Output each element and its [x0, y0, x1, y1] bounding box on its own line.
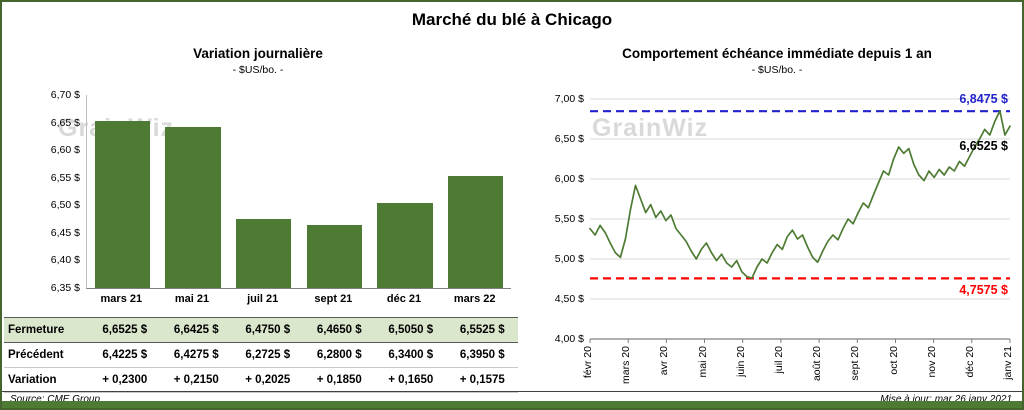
y-axis-label: 6,40 $: [50, 254, 80, 267]
x-axis-label: janv 21: [1002, 346, 1014, 380]
bar-chart-plot: [86, 95, 511, 289]
y-axis-label: 7,00 $: [554, 93, 584, 105]
table-cell: + 0,1575: [459, 374, 505, 386]
bar: [94, 121, 150, 288]
x-axis-label: mars 22: [453, 293, 496, 305]
table-cell: 6,3400 $: [388, 349, 434, 361]
low-label: 4,7575 $: [959, 283, 1008, 298]
table-row: Précédent 6,4225 $ 6,4275 $ 6,2725 $ 6,2800 …: [4, 343, 518, 368]
x-axis-label: févr 20: [582, 346, 594, 379]
bar: [236, 219, 292, 288]
row-label: Précédent: [8, 349, 64, 361]
x-axis-label: mai 20: [696, 346, 709, 378]
footer-divider: [2, 391, 1022, 392]
y-axis-label: 5,50 $: [554, 213, 584, 225]
line-chart-y-axis: 7,00 $ 6,50 $ 6,00 $ 5,50 $ 5,00 $ 4,50 $ 4,00…: [538, 93, 586, 345]
price-table-body: Fermeture 6,6525 $ 6,6425 $ 6,4750 $ 6,4650 …: [4, 317, 518, 393]
x-axis-label: juil 21: [247, 293, 279, 305]
x-axis-label: août 20: [811, 346, 824, 382]
y-axis-label: 6,50 $: [50, 199, 80, 212]
bar: [377, 202, 433, 288]
x-axis-label: avr 20: [658, 346, 671, 376]
price-table: Fermeture 6,6525 $ 6,6425 $ 6,4750 $ 6,4650 …: [4, 317, 518, 393]
y-axis-label: 4,00 $: [554, 333, 584, 345]
bar-chart-x-axis: mars 21 mai 21 juil 21 sept 21 déc 21 mars 22: [86, 293, 510, 305]
bar-slot: [440, 95, 511, 288]
x-axis-label: déc 21: [386, 293, 422, 305]
page-title: Marché du blé à Chicago: [411, 10, 613, 29]
x-axis-label: mars 20: [620, 346, 633, 384]
grainwiz-watermark: GrainWiz: [592, 114, 709, 142]
row-label: Fermeture: [8, 324, 65, 336]
y-axis-label: 6,45 $: [50, 226, 80, 239]
bar-slot: [228, 95, 299, 288]
x-axis-label: sept 20: [849, 346, 862, 381]
bar-chart-title: Variation journalière: [193, 46, 323, 61]
x-axis-label: sept 21: [314, 293, 353, 305]
table-cell: + 0,2025: [245, 374, 291, 386]
table-cell: 6,3950 $: [459, 349, 505, 361]
bar-slot: [87, 95, 158, 288]
price-line: [589, 110, 1011, 280]
last-price-label: 6,6525 $: [959, 138, 1008, 153]
table-cell: 6,2725 $: [245, 349, 291, 361]
table-row: Fermeture 6,6525 $ 6,6425 $ 6,4750 $ 6,4650 …: [4, 317, 518, 343]
row-label: Variation: [8, 374, 57, 386]
bar-series: [87, 95, 511, 288]
y-axis-label: 6,50 $: [554, 133, 584, 145]
line-chart-svg: [589, 98, 1011, 343]
table-cell: + 0,1850: [316, 374, 362, 386]
table-cell: + 0,2300: [102, 374, 148, 386]
x-axis-label: nov 20: [925, 346, 938, 378]
bar-chart-subtitle: - $US/bo. -: [232, 64, 284, 76]
x-axis-label: mai 21: [174, 293, 210, 305]
y-axis-label: 4,50 $: [554, 293, 584, 305]
table-cell: 6,4650 $: [316, 324, 362, 336]
table-cell: 6,4275 $: [173, 349, 219, 361]
table-cell: + 0,2150: [173, 374, 219, 386]
table-cell: 6,4750 $: [245, 324, 291, 336]
y-axis-label: 6,35 $: [50, 282, 80, 294]
bottom-green-strip: [2, 401, 1022, 408]
bar-slot: [158, 95, 229, 288]
line-chart-plot: 6,8475 $ 4,7575 $ 6,6525 $: [589, 92, 1011, 343]
table-cell: 6,2800 $: [316, 349, 362, 361]
x-axis-label: juil 20: [772, 346, 785, 374]
bar-slot: [299, 95, 370, 288]
bar-chart-y-axis: 6,70 $ 6,65 $ 6,60 $ 6,55 $ 6,50 $ 6,45 $ 6,40…: [30, 89, 82, 294]
line-chart-subtitle: - $US/bo. -: [751, 64, 803, 76]
x-axis-label: oct 20: [887, 346, 900, 375]
line-chart-title: Comportement échéance immédiate depuis 1…: [622, 46, 932, 61]
table-cell: 6,6425 $: [173, 324, 219, 336]
source-text: Source: CME Group: [10, 394, 101, 405]
y-axis-label: 6,60 $: [50, 144, 80, 157]
y-axis-label: 6,65 $: [50, 116, 80, 129]
updated-text: Mise à jour: mar 26 janv 2021: [880, 394, 1012, 405]
table-cell: 6,6525 $: [102, 324, 148, 336]
y-axis-label: 5,00 $: [554, 253, 584, 265]
high-label: 6,8475 $: [959, 92, 1008, 107]
table-cell: 6,5050 $: [388, 324, 434, 336]
bar: [165, 126, 221, 288]
bar: [448, 176, 504, 288]
x-axis-label: mars 21: [100, 293, 143, 305]
x-axis-label: déc 20: [963, 346, 976, 378]
bar: [306, 224, 362, 288]
x-axis-label: juin 20: [734, 346, 747, 377]
y-axis-label: 6,70 $: [50, 89, 80, 101]
table-row: Variation + 0,2300 + 0,2150 + 0,2025 + 0,185…: [4, 368, 518, 393]
y-axis-label: 6,55 $: [50, 171, 80, 184]
bar-slot: [370, 95, 441, 288]
y-axis-label: 6,00 $: [554, 173, 584, 185]
table-cell: 6,4225 $: [102, 349, 148, 361]
table-cell: + 0,1650: [388, 374, 434, 386]
table-cell: 6,5525 $: [459, 324, 505, 336]
